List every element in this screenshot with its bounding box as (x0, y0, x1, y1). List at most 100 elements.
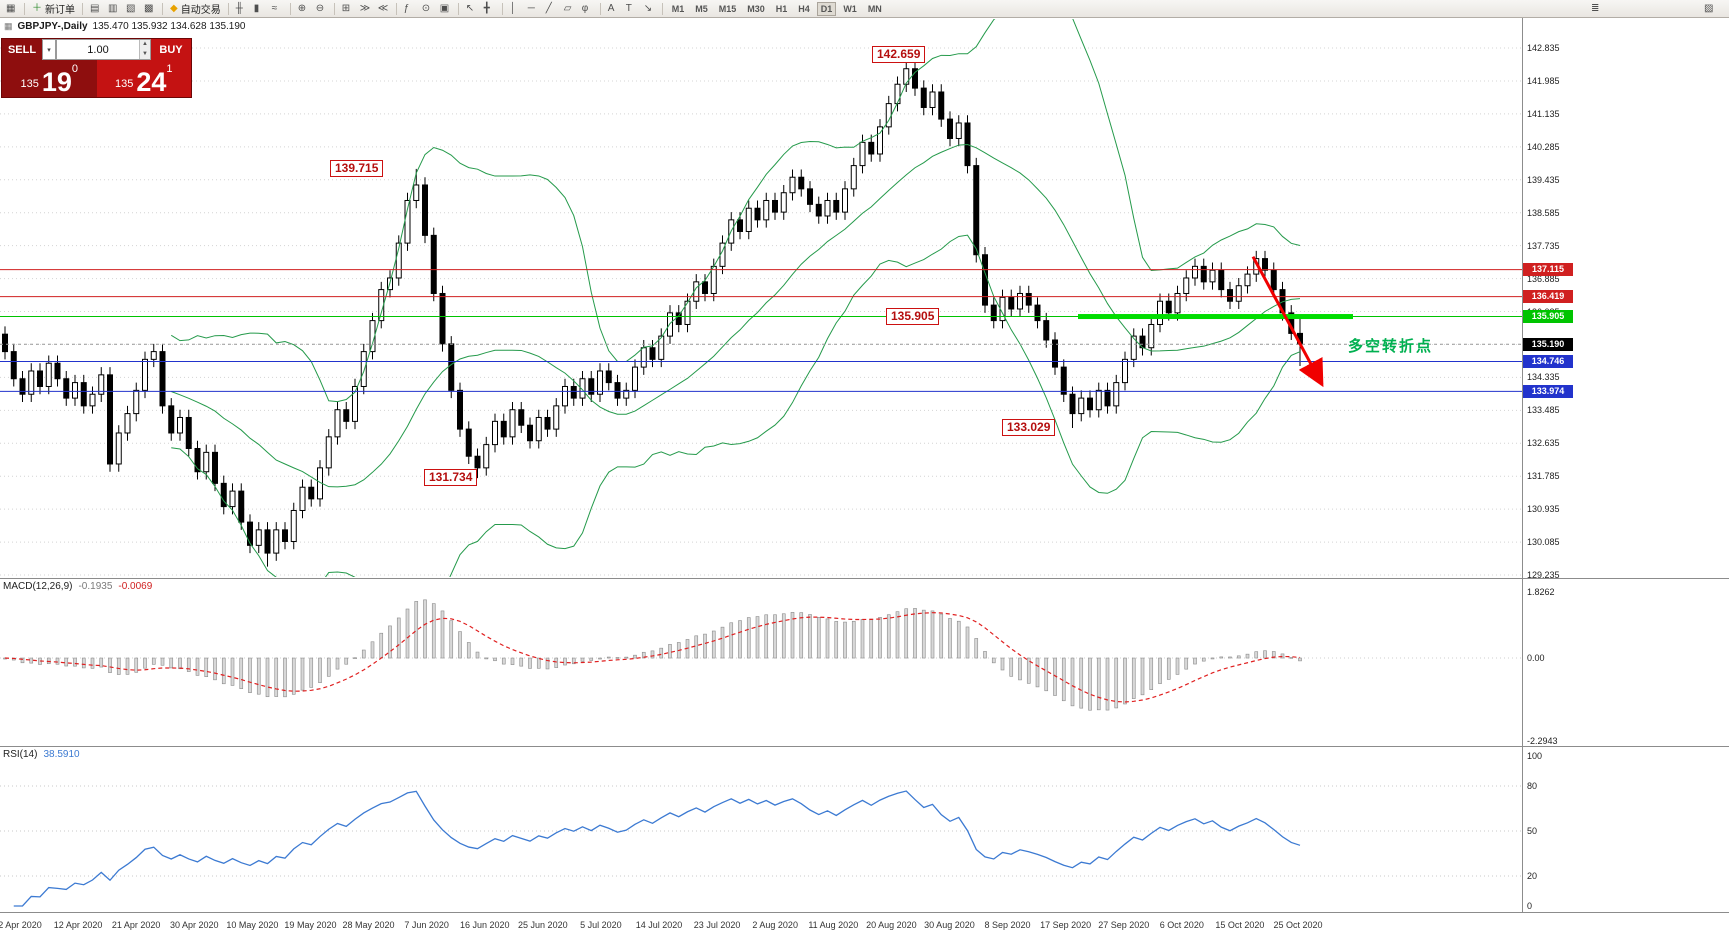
macd-histogram-bar (1018, 657, 1022, 681)
timeframe-mn[interactable]: MN (864, 2, 886, 16)
timeframe-m15[interactable]: M15 (715, 2, 741, 16)
trendline-button[interactable]: ╱ (543, 1, 560, 16)
bollinger-bands (170, 19, 1301, 577)
candle (124, 405, 131, 441)
zoom-out-button[interactable]: ⊖ (313, 1, 330, 16)
auto-scroll-button[interactable]: ≫ (357, 1, 374, 16)
zoom-out-icon: ⊖ (315, 2, 325, 14)
timeframe-w1[interactable]: W1 (839, 2, 861, 16)
trend-arrow[interactable] (1251, 255, 1324, 388)
panel-splitter-rsi[interactable] (0, 746, 1729, 747)
toolbar-separator (599, 2, 601, 15)
new-order-button[interactable]: ＋新订单 (29, 1, 78, 16)
macd-histogram-bar (536, 657, 541, 669)
macd-histogram-bar (895, 611, 900, 659)
candle (492, 413, 498, 453)
navigator-button[interactable]: ▧ (123, 1, 140, 16)
candle (98, 367, 105, 402)
candle (824, 192, 831, 224)
terminal-button[interactable]: ▩ (141, 1, 158, 16)
new-order-button-label: 新订单 (45, 5, 75, 16)
market-watch-button[interactable]: ▤ (87, 1, 104, 16)
indicators-button[interactable]: ƒ (401, 1, 418, 16)
chart-menu-icon: ≣ (1591, 2, 1600, 14)
candle (1183, 270, 1190, 302)
macd-histogram-bar (1175, 657, 1180, 675)
macd-histogram-bar (423, 599, 427, 659)
sell-button[interactable]: SELL (2, 39, 42, 60)
macd-histogram-bar (510, 657, 515, 665)
bid-quote[interactable]: 135 19 0 (2, 60, 97, 97)
panel-splitter-macd[interactable] (0, 578, 1729, 579)
macd-histogram-bar (1245, 653, 1250, 659)
macd-histogram-bar (396, 617, 401, 659)
candle (1139, 328, 1146, 356)
macd-histogram-bar (860, 619, 865, 659)
crosshair-button[interactable]: ╋ (481, 1, 498, 16)
macd-histogram-bar (493, 657, 497, 662)
vertical-line-button[interactable]: │ (507, 1, 524, 16)
autotrade-button[interactable]: ◆ 自动交易 (167, 1, 224, 16)
candle (947, 111, 953, 147)
volume-spinner: ▲ ▼ (139, 40, 150, 59)
candle (745, 200, 752, 240)
rsi-line (13, 790, 1301, 907)
cursor-button[interactable]: ↖ (463, 1, 480, 16)
symbol-title: GBPJPY-,Daily (17, 21, 88, 32)
volume-up-icon[interactable]: ▲ (140, 40, 150, 50)
candle (247, 514, 253, 554)
chart-menu-button[interactable]: ≣ (1588, 1, 1605, 16)
timeframe-m5[interactable]: M5 (691, 2, 712, 16)
auto-scroll-icon: ≫ (359, 2, 371, 14)
candle (535, 409, 542, 449)
tile-windows-button[interactable]: ⊞ (339, 1, 356, 16)
bar-chart-button[interactable]: ╫ (233, 1, 250, 16)
candle (334, 401, 341, 445)
macd-histogram-bar (501, 657, 506, 665)
timeframe-h1[interactable]: H1 (772, 2, 792, 16)
bollinger-middle (171, 143, 1301, 488)
channel-button[interactable]: ▱ (561, 1, 578, 16)
candle (212, 444, 218, 492)
text-button[interactable]: A (605, 1, 622, 16)
candle (789, 169, 796, 201)
text-label-button[interactable]: T (623, 1, 640, 16)
macd-histogram-bar (151, 657, 156, 665)
new-chart-button[interactable]: ▦ (3, 1, 20, 16)
buy-button[interactable]: BUY (151, 39, 191, 60)
volume-dropdown[interactable]: ▾ (42, 39, 56, 60)
support-zone-line[interactable] (1078, 314, 1353, 320)
ask-quote[interactable]: 135 24 1 (96, 60, 191, 97)
price-axis-border[interactable] (1522, 18, 1523, 912)
macd-histogram-bar (764, 614, 769, 659)
templates-button[interactable]: ▣ (437, 1, 454, 16)
volume-down-icon[interactable]: ▼ (140, 49, 150, 59)
periods-button[interactable]: ⊙ (419, 1, 436, 16)
candlestick-chart-button[interactable]: ▮ (251, 1, 268, 16)
macd-histogram-bar (571, 657, 576, 665)
timeframe-d1[interactable]: D1 (816, 1, 837, 16)
trade-panel-quotes: 135 19 0 135 24 1 (2, 60, 191, 97)
timeframe-m1[interactable]: M1 (668, 2, 689, 16)
volume-input[interactable] (57, 40, 139, 59)
horizontal-line-button[interactable]: ─ (525, 1, 542, 16)
fibonacci-button[interactable]: φ (579, 1, 596, 16)
timeframe-m30[interactable]: M30 (743, 2, 769, 16)
data-window-button[interactable]: ▥ (105, 1, 122, 16)
candle (1104, 382, 1111, 414)
main-grid (0, 47, 1522, 576)
candle (649, 339, 656, 368)
macd-histogram-bar (554, 657, 559, 668)
docking-button[interactable]: ▨ (1701, 1, 1718, 16)
arrow-tools-button[interactable]: ↘ (641, 1, 658, 16)
candle (815, 196, 822, 224)
timeframe-h4[interactable]: H4 (794, 2, 814, 16)
zoom-in-button[interactable]: ⊕ (295, 1, 312, 16)
line-chart-button[interactable]: ≈ (269, 1, 286, 16)
candle (929, 84, 936, 116)
macd-histogram-bar (1009, 657, 1014, 677)
trendline-icon: ╱ (545, 2, 552, 14)
candle (570, 378, 577, 406)
chart-shift-button[interactable]: ≪ (375, 1, 392, 16)
